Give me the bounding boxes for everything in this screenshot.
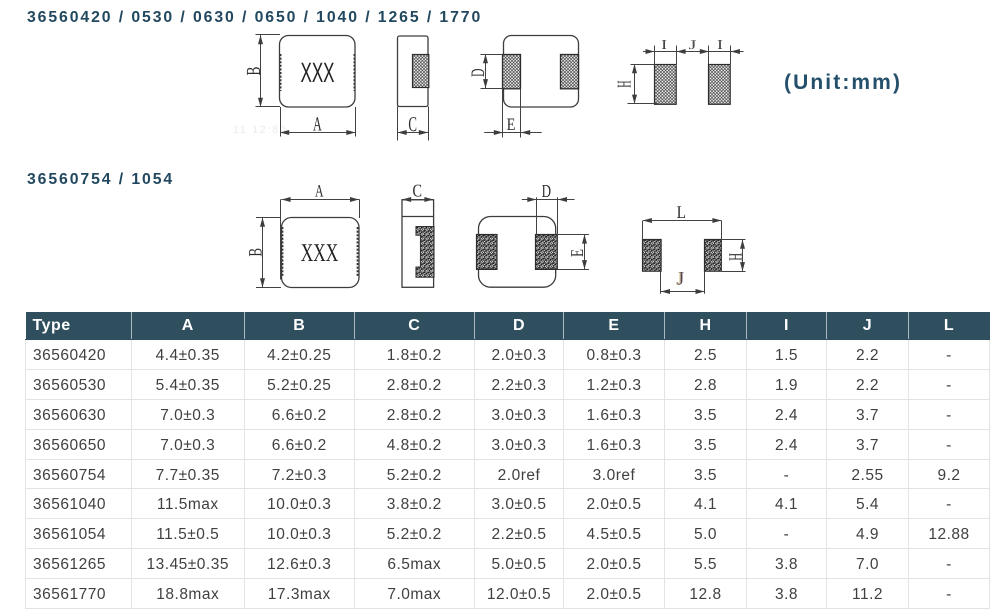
- svg-text:J: J: [689, 37, 697, 52]
- svg-text:E: E: [507, 114, 516, 134]
- svg-text:A: A: [315, 181, 324, 201]
- svg-text:B: B: [245, 248, 266, 257]
- svg-text:C: C: [408, 112, 417, 136]
- svg-text:E: E: [567, 249, 587, 257]
- svg-text:11 12:80: 11 12:80: [233, 124, 288, 136]
- svg-text:J: J: [677, 268, 684, 289]
- svg-text:XXX: XXX: [301, 238, 339, 267]
- svg-text:D: D: [468, 68, 489, 77]
- svg-text:I: I: [661, 37, 667, 52]
- svg-text:B: B: [243, 67, 265, 76]
- svg-text:L: L: [677, 202, 686, 222]
- svg-text:C: C: [412, 181, 422, 201]
- svg-text:H: H: [726, 253, 746, 261]
- svg-text:H: H: [615, 80, 636, 87]
- svg-text:XXX: XXX: [301, 57, 335, 88]
- svg-text:A: A: [313, 113, 322, 135]
- svg-text:D: D: [542, 181, 551, 201]
- svg-text:J: J: [676, 268, 683, 289]
- svg-text:I: I: [717, 37, 723, 52]
